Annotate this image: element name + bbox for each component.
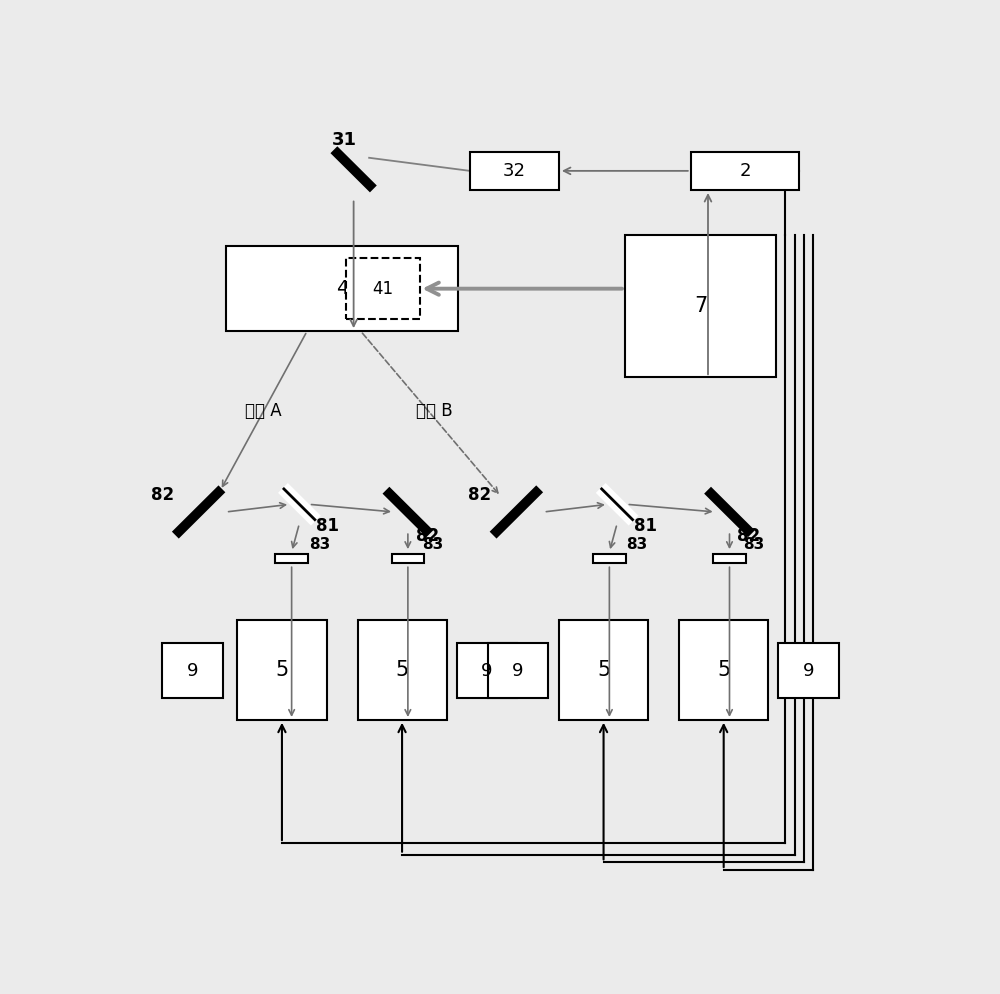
Bar bbox=[679, 620, 768, 720]
Bar bbox=[470, 152, 559, 190]
Bar bbox=[162, 643, 223, 699]
Text: 9: 9 bbox=[481, 662, 493, 680]
Text: 9: 9 bbox=[512, 662, 524, 680]
Bar bbox=[488, 643, 548, 699]
Bar bbox=[226, 247, 458, 331]
Text: 9: 9 bbox=[187, 662, 198, 680]
Text: 82: 82 bbox=[468, 486, 491, 504]
Text: 82: 82 bbox=[416, 527, 439, 546]
Bar bbox=[457, 643, 517, 699]
Text: 82: 82 bbox=[151, 486, 174, 504]
Text: 5: 5 bbox=[395, 660, 409, 680]
Bar bbox=[559, 620, 648, 720]
Bar bbox=[346, 257, 420, 319]
Text: 7: 7 bbox=[694, 296, 707, 316]
Text: 31: 31 bbox=[332, 130, 357, 149]
Bar bbox=[691, 152, 799, 190]
Bar bbox=[358, 620, 447, 720]
Text: 41: 41 bbox=[372, 279, 393, 297]
Text: 2: 2 bbox=[739, 162, 751, 180]
Text: 5: 5 bbox=[717, 660, 730, 680]
Bar bbox=[392, 554, 424, 563]
Text: 81: 81 bbox=[316, 517, 339, 535]
Text: 83: 83 bbox=[626, 537, 648, 552]
Bar bbox=[778, 643, 839, 699]
Text: 9: 9 bbox=[803, 662, 814, 680]
Text: 4: 4 bbox=[336, 279, 348, 298]
Text: 83: 83 bbox=[309, 537, 330, 552]
Text: 82: 82 bbox=[737, 527, 760, 546]
Text: 位置 B: 位置 B bbox=[416, 402, 452, 419]
Bar bbox=[593, 554, 626, 563]
Text: 32: 32 bbox=[503, 162, 526, 180]
Text: 位置 A: 位置 A bbox=[245, 402, 282, 419]
Bar bbox=[713, 554, 746, 563]
Text: 5: 5 bbox=[275, 660, 289, 680]
Bar bbox=[625, 235, 776, 378]
Bar bbox=[275, 554, 308, 563]
Text: 81: 81 bbox=[634, 517, 657, 535]
Text: 5: 5 bbox=[597, 660, 610, 680]
Text: 83: 83 bbox=[743, 537, 765, 552]
Text: 83: 83 bbox=[422, 537, 443, 552]
Bar bbox=[237, 620, 326, 720]
